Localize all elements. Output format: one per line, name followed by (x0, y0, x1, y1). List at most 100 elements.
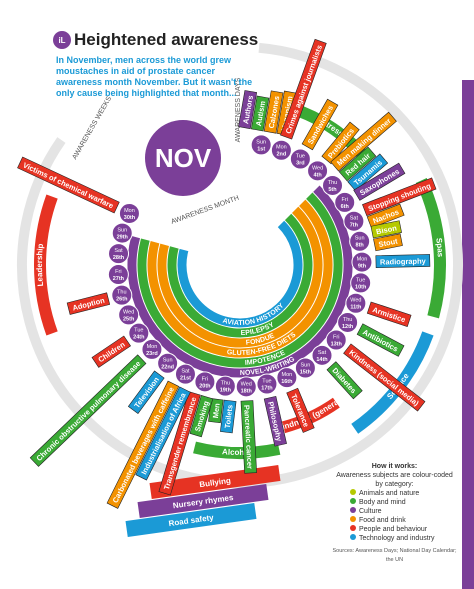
day-name: Wed (312, 165, 323, 171)
legend-label: Animals and nature (359, 490, 420, 497)
day-bubble (118, 202, 140, 224)
day-date: 3rd (296, 160, 305, 166)
day-date: 6th (341, 204, 350, 210)
week-bar-label: Bullying (199, 476, 232, 489)
day-date: 11th (350, 305, 362, 311)
day-bubble (250, 134, 272, 156)
day-name: Tue (296, 153, 305, 159)
day-name: Wed (350, 298, 361, 304)
day-event-box (321, 121, 360, 165)
day-bubble (289, 148, 311, 170)
day-name: Mon (124, 208, 135, 214)
day-event-box (373, 233, 403, 252)
day-bubble (107, 264, 129, 286)
day-event-box (362, 177, 437, 217)
legend-item: People and behaviour (332, 525, 457, 534)
day-date: 17th (261, 385, 273, 391)
side-strip (462, 80, 474, 589)
day-event: Adoption (66, 292, 111, 315)
sources: Sources: Awareness Days; National Day Ca… (332, 548, 457, 563)
day-event-box (375, 254, 431, 269)
week-text: Alcohol (222, 447, 252, 457)
day-event-box (127, 370, 165, 414)
day-event: Armistice (366, 301, 412, 327)
day-name: Tue (262, 378, 271, 384)
month-ring-band (127, 185, 353, 378)
day-name: Tue (356, 277, 365, 283)
day-event: Toilets (220, 399, 237, 434)
day-event-box (189, 395, 214, 438)
logo (53, 31, 71, 49)
day-name: Thu (117, 290, 126, 296)
day-date: 23rd (146, 351, 158, 357)
day-bubble (270, 139, 292, 161)
day-event-box (263, 90, 284, 134)
legend-label: Food and drink (359, 517, 406, 524)
day-name: Wed (123, 309, 134, 315)
day-date: 19th (220, 388, 232, 394)
day-bubble (235, 376, 257, 398)
legend-item: Culture (332, 507, 457, 516)
day-bubble (345, 292, 367, 314)
day-date: 8th (356, 243, 365, 249)
legend-label: Culture (359, 508, 382, 515)
legend-item: Animals and nature (332, 489, 457, 498)
legend-swatch (350, 489, 356, 495)
legend-swatch (350, 534, 356, 540)
legend-item: Body and mind (332, 498, 457, 507)
day-event-box (356, 323, 405, 357)
day-date: 26th (116, 297, 128, 303)
month-ring-band (137, 192, 343, 368)
legend-swatch (350, 498, 356, 504)
legend-item: Technology and industry (332, 534, 457, 543)
legend-label: People and behaviour (359, 526, 428, 533)
day-event-box (286, 387, 315, 433)
day-event-box (370, 220, 402, 239)
legend-swatch (350, 516, 356, 522)
day-event-box (250, 95, 270, 132)
legend-items: Animals and nature Body and mind Culture Fo… (332, 489, 457, 543)
day-date: 12th (342, 324, 354, 330)
day-event-box (326, 361, 363, 400)
day-name: Mon (276, 145, 287, 151)
day-name: Wed (241, 381, 252, 387)
day-bubble (174, 363, 196, 385)
day-name: Sat (318, 350, 327, 356)
legend-subtitle: Awareness subjects are colour-coded by c… (336, 472, 453, 488)
day-event-label: Bison (375, 223, 398, 236)
day-date: 18th (241, 388, 253, 394)
days-caption: AWARENESS DAYS (235, 77, 242, 142)
day-name: Mon (147, 344, 158, 350)
day-bubble (276, 367, 298, 389)
day-bubble (108, 243, 130, 265)
day-event: Diabetes (326, 361, 363, 400)
day-date: 25th (123, 316, 135, 322)
day-name: Thu (343, 317, 352, 323)
day-name: Sun (355, 236, 365, 242)
day-date: 13th (331, 341, 343, 347)
day-event: Antibiotics (356, 323, 405, 357)
day-event-box (301, 98, 339, 151)
legend-label: Technology and industry (359, 535, 435, 542)
day-event-box (158, 391, 201, 496)
day-date: 7th (350, 223, 359, 229)
month-ring-band (157, 206, 323, 348)
day-event-box (240, 400, 257, 474)
day-name: Mon (282, 372, 293, 378)
week-text: Leadership (35, 243, 45, 287)
day-event-label: Men (211, 402, 222, 418)
day-bubble (256, 373, 278, 395)
week-label: Spas (434, 237, 445, 257)
month-label: NOV (155, 143, 212, 173)
title: Heightened awareness (74, 30, 259, 49)
day-bubble (111, 222, 133, 244)
intro: In November, men across the world grew m… (56, 55, 253, 98)
week-label: Alcohol (222, 447, 252, 457)
day-date: 28th (113, 255, 125, 261)
day-event-box (343, 343, 426, 412)
day-date: 1st (257, 146, 265, 152)
day-date: 9th (358, 264, 367, 270)
day-bubble (351, 251, 373, 273)
day-date: 15th (300, 369, 312, 375)
